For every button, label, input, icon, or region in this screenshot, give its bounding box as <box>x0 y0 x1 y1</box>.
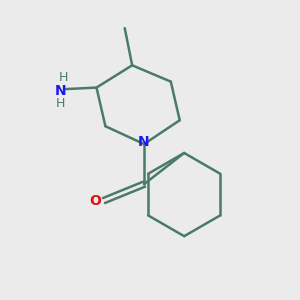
Text: H: H <box>58 71 68 84</box>
Text: H: H <box>56 98 65 110</box>
Text: N: N <box>138 135 150 149</box>
Text: N: N <box>55 84 67 98</box>
Text: O: O <box>90 194 101 208</box>
